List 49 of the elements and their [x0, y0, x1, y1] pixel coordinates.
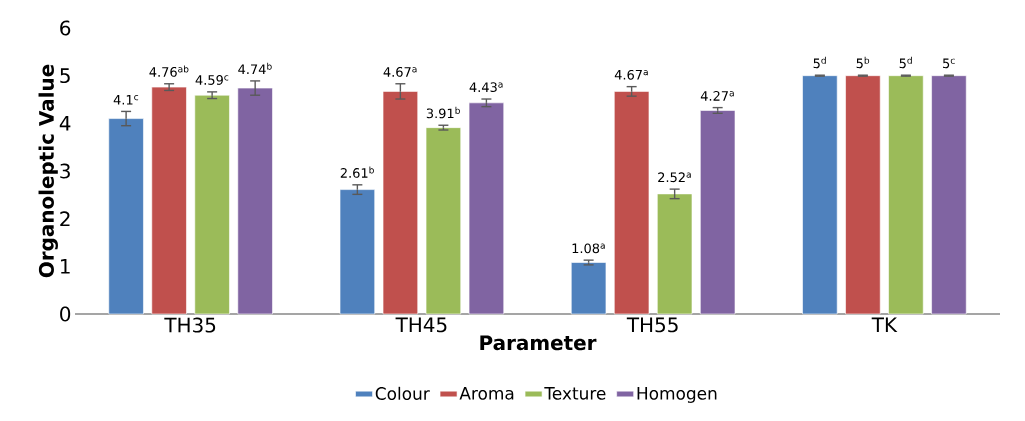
data-label: 5$^{d}$	[899, 56, 912, 69]
y-tick-label: 2	[60, 211, 70, 227]
data-label: 2.52$^{a}$	[658, 172, 691, 183]
x-tick-label: TH35	[164, 317, 216, 333]
data-label: 4.76$^{ab}$	[149, 65, 189, 77]
bar	[339, 189, 376, 315]
data-label: 4.1$^{c}$	[113, 95, 139, 105]
data-label: 4.67$^{a}$	[614, 69, 648, 80]
bar	[888, 75, 924, 315]
bar	[570, 262, 607, 315]
data-label: 5$^{b}$	[856, 56, 870, 69]
bar	[468, 102, 505, 315]
data-label: 2.61$^{b}$	[340, 166, 374, 178]
data-label: 4.59$^{c}$	[195, 75, 229, 85]
bar	[802, 75, 838, 315]
data-label: 1.08$^{a}$	[572, 243, 605, 254]
y-tick-label: 5	[60, 68, 70, 84]
legend-label: Colour	[375, 386, 430, 400]
x-tick-label: TH45	[395, 317, 447, 333]
bar	[382, 91, 419, 315]
bar	[425, 127, 462, 315]
legend-label: Homogen	[637, 387, 717, 403]
data-label: 4.43$^{a}$	[469, 82, 503, 93]
bar	[845, 75, 881, 315]
data-label: 4.74$^{b}$	[238, 62, 272, 74]
bar	[237, 87, 273, 315]
y-tick-label: 4	[59, 116, 71, 131]
y-tick-label: 0	[60, 306, 71, 322]
data-label: 4.27$^{a}$	[700, 91, 734, 101]
x-tick-label: TK	[871, 317, 898, 333]
bar	[151, 86, 187, 315]
legend-label: Texture	[544, 387, 606, 400]
y-tick-label: 1	[61, 259, 70, 274]
y-tick-label: 3	[60, 163, 70, 179]
legend-label: Aroma	[459, 387, 514, 400]
bar	[194, 94, 230, 315]
data-label: 5$^{d}$	[813, 56, 826, 69]
data-label: 5$^{c}$	[943, 58, 955, 69]
y-tick-label: 6	[60, 20, 71, 36]
x-tick-label: TH55	[626, 317, 678, 333]
x-axis-title: Parameter	[480, 335, 597, 351]
bar	[931, 75, 967, 315]
bar	[613, 91, 650, 315]
data-label: 3.91$^{b}$	[426, 106, 460, 119]
bar	[108, 118, 144, 315]
bar	[657, 193, 693, 315]
data-label: 4.67$^{a}$	[383, 67, 417, 77]
y-axis-title: Organoleptic Value	[38, 64, 58, 278]
bar	[700, 110, 736, 315]
